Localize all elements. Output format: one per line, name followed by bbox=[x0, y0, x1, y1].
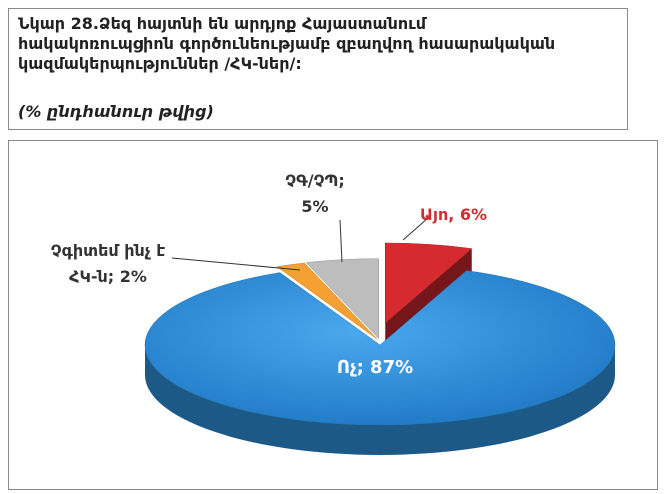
slice bbox=[144, 270, 616, 426]
leader-line bbox=[402, 217, 429, 241]
leader-line bbox=[339, 219, 343, 263]
label-dontknow: Չգիտեմ ինչ է ՀԿ-ն; 2% bbox=[50, 241, 166, 286]
label-na: ՉԳ/ՉՊ; 5% bbox=[285, 171, 345, 216]
slice bbox=[276, 262, 378, 340]
leader-line bbox=[171, 257, 301, 271]
chart-title: Նկար 28.Ձեզ հայտնի են արդյոք Հայաստանում… bbox=[18, 14, 556, 73]
label-no: Ոչ; 87% bbox=[336, 357, 414, 378]
chart-box bbox=[8, 140, 658, 490]
label-yes: Այո, 6% bbox=[420, 205, 488, 224]
chart-subtitle: (% ընդհանուր թվից) bbox=[18, 102, 214, 121]
slice-side bbox=[145, 345, 615, 455]
slice bbox=[384, 242, 473, 324]
title-box bbox=[8, 8, 628, 130]
